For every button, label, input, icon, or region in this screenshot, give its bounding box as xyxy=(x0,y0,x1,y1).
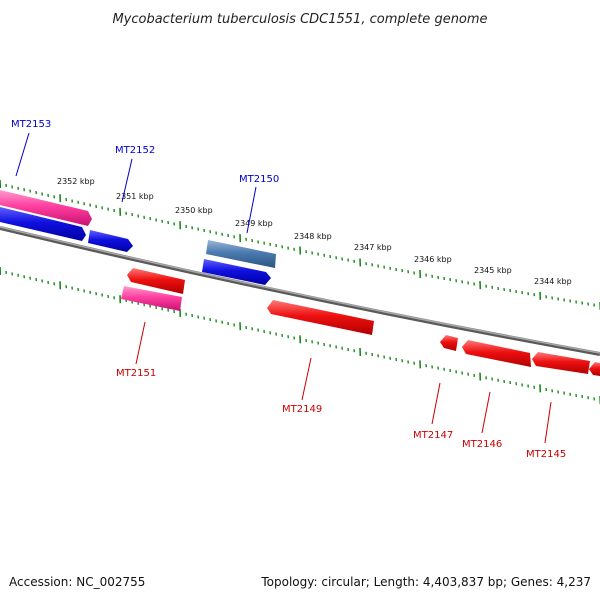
leader-mt2151 xyxy=(135,321,146,365)
gene-mt2146[interactable] xyxy=(462,340,531,367)
scale-label: 2346 kbp xyxy=(414,255,452,264)
gene-mt2147[interactable] xyxy=(440,335,458,351)
gene-mt2152[interactable] xyxy=(88,230,133,252)
scale-label: 2344 kbp xyxy=(534,277,572,286)
scale-label: 2347 kbp xyxy=(354,243,392,252)
gene-mt2145-cont[interactable] xyxy=(589,362,600,376)
scale-label: 2349 kbp xyxy=(235,219,273,228)
genome-summary-text: Topology: circular; Length: 4,403,837 bp… xyxy=(260,575,591,589)
gene-label-mt2145[interactable]: MT2145 xyxy=(526,449,566,460)
gene-mt2145[interactable] xyxy=(532,352,590,374)
gene-mt2149[interactable] xyxy=(267,300,374,335)
reverse-genes xyxy=(121,268,600,376)
gene-mt2151-top[interactable] xyxy=(127,268,185,294)
forward-genes xyxy=(0,190,276,285)
gene-label-mt2147[interactable]: MT2147 xyxy=(413,430,453,441)
leader-mt2150 xyxy=(246,186,257,234)
gene-mt2153[interactable] xyxy=(0,190,92,226)
scale-label: 2351 kbp xyxy=(116,192,154,201)
inner-tick-ring xyxy=(0,266,600,405)
leader-mt2149 xyxy=(301,357,312,401)
gene-label-mt2153[interactable]: MT2153 xyxy=(11,119,51,130)
gene-mt2151[interactable] xyxy=(121,286,182,311)
gene-label-mt2150[interactable]: MT2150 xyxy=(239,174,279,185)
genome-backbone xyxy=(0,226,600,356)
gene-label-mt2146[interactable]: MT2146 xyxy=(462,439,502,450)
gene-labels: MT2153 MT2152 MT2150 MT2151 MT2149 MT214… xyxy=(11,119,566,460)
gene-label-mt2149[interactable]: MT2149 xyxy=(282,404,322,415)
scale-label: 2345 kbp xyxy=(474,266,512,275)
leader-mt2145 xyxy=(544,401,552,444)
leader-mt2147 xyxy=(431,382,441,425)
map-title: Mycobacterium tuberculosis CDC1551, comp… xyxy=(112,12,487,27)
gene-mt2150[interactable] xyxy=(206,240,276,268)
accession-text: Accession: NC_002755 xyxy=(9,575,145,589)
scale-label: 2348 kbp xyxy=(294,232,332,241)
leader-mt2152 xyxy=(121,158,133,203)
scale-label: 2352 kbp xyxy=(57,177,95,186)
leader-mt2146 xyxy=(481,391,491,434)
gene-label-mt2151[interactable]: MT2151 xyxy=(116,368,156,379)
scale-labels: 2352 kbp 2351 kbp 2350 kbp 2349 kbp 2348… xyxy=(57,177,572,286)
gene-label-mt2152[interactable]: MT2152 xyxy=(115,145,155,156)
outer-tick-ring xyxy=(0,179,600,311)
gene-mt2153-left[interactable] xyxy=(0,207,86,241)
leader-mt2153 xyxy=(15,132,30,177)
scale-label: 2350 kbp xyxy=(175,206,213,215)
gene-mt2150-b[interactable] xyxy=(202,259,271,285)
label-leaders xyxy=(15,132,552,444)
